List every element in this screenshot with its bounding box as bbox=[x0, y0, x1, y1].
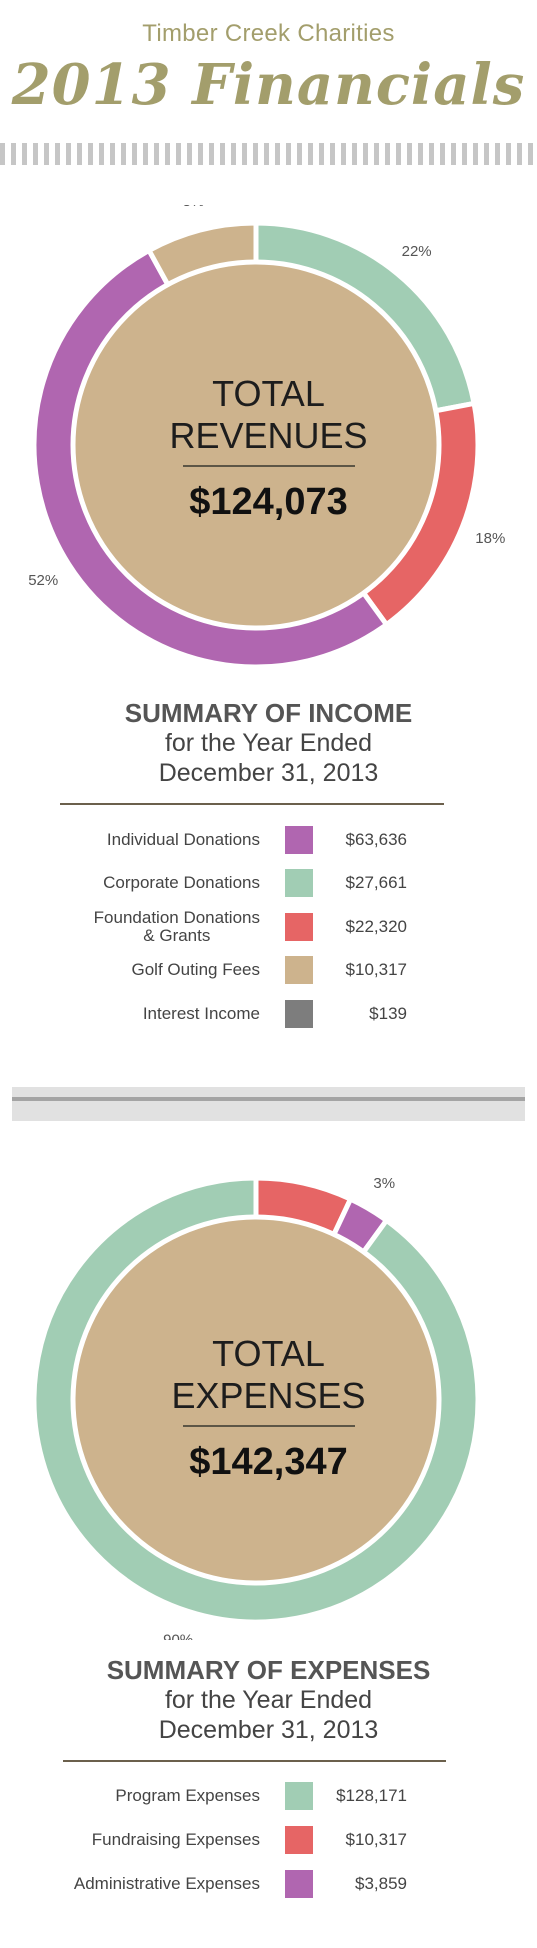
income-row-amount: $10,317 bbox=[345, 960, 407, 979]
expense-summary-sub1: for the Year Ended bbox=[164, 1686, 373, 1714]
expense-row-swatch bbox=[285, 1782, 313, 1810]
revenue-percent-label-0: 22% bbox=[402, 243, 432, 260]
income-row-name: Corporate Donations bbox=[103, 873, 260, 892]
income-row-name: Foundation Donations & Grants bbox=[93, 908, 260, 945]
income-row-swatch bbox=[285, 826, 313, 854]
income-row: Individual Donations $63,636 bbox=[0, 822, 537, 858]
expense-row: Administrative Expenses $3,859 bbox=[0, 1866, 537, 1902]
section-separator bbox=[12, 1087, 525, 1121]
income-row: Corporate Donations $27,661 bbox=[0, 865, 537, 901]
expense-row-swatch bbox=[285, 1870, 313, 1898]
expenses-donut-chart: 7% 3% 90% bbox=[31, 1160, 481, 1640]
income-row-swatch bbox=[285, 913, 313, 941]
revenue-percent-label-2: 52% bbox=[28, 572, 58, 589]
income-row-swatch bbox=[285, 956, 313, 984]
expenses-percent-label-1: 3% bbox=[373, 1175, 395, 1192]
organization-name: Timber Creek Charities bbox=[142, 20, 395, 47]
page-title: 2013 Financials bbox=[11, 52, 526, 118]
income-row-name: Individual Donations bbox=[106, 830, 260, 849]
expenses-center: TOTAL EXPENSES $142,347 bbox=[0, 1333, 537, 1484]
expense-summary-heading: SUMMARY OF EXPENSES for the Year Ended D… bbox=[0, 1655, 537, 1745]
revenue-center: TOTAL REVENUES $124,073 bbox=[0, 373, 537, 524]
income-summary-title: SUMMARY OF INCOME bbox=[124, 698, 413, 728]
expense-row-name: Administrative Expenses bbox=[73, 1874, 260, 1893]
revenue-center-label-line2: REVENUES bbox=[169, 415, 368, 456]
income-summary-heading: SUMMARY OF INCOME for the Year Ended Dec… bbox=[0, 698, 537, 788]
expense-row-name: Program Expenses bbox=[115, 1786, 260, 1805]
income-row-amount: $22,320 bbox=[345, 917, 407, 936]
decorative-stripe-divider bbox=[0, 143, 537, 165]
revenue-center-label-line1: TOTAL bbox=[212, 373, 325, 414]
revenue-percent-label-3: 8% bbox=[182, 205, 204, 210]
expense-summary-title: SUMMARY OF EXPENSES bbox=[106, 1655, 431, 1685]
income-summary-sub2: December 31, 2013 bbox=[158, 759, 379, 787]
expenses-percent-label-0: 7% bbox=[300, 1160, 322, 1163]
income-row-swatch bbox=[285, 1000, 313, 1028]
income-row-swatch bbox=[285, 869, 313, 897]
expenses-center-label-line1: TOTAL bbox=[212, 1333, 325, 1374]
income-summary-sub1: for the Year Ended bbox=[164, 729, 373, 757]
income-row-name: Golf Outing Fees bbox=[131, 960, 260, 979]
expense-row: Fundraising Expenses $10,317 bbox=[0, 1822, 537, 1858]
expenses-center-label-line2: EXPENSES bbox=[171, 1375, 366, 1416]
expense-summary-sub2: December 31, 2013 bbox=[158, 1716, 379, 1744]
revenue-center-rule bbox=[182, 465, 355, 467]
income-row-amount: $63,636 bbox=[345, 830, 407, 849]
expenses-center-rule bbox=[182, 1425, 355, 1427]
expense-row: Program Expenses $128,171 bbox=[0, 1778, 537, 1814]
revenue-percent-label-1: 18% bbox=[475, 530, 505, 547]
expense-summary-divider bbox=[63, 1760, 446, 1762]
expenses-total: $142,347 bbox=[189, 1441, 348, 1483]
income-row-name: Interest Income bbox=[142, 1004, 260, 1023]
income-row: Golf Outing Fees $10,317 bbox=[0, 952, 537, 988]
expense-row-amount: $3,859 bbox=[355, 1874, 407, 1893]
revenue-donut-chart: 22% 18% 52% 8% bbox=[28, 205, 505, 670]
income-row: Interest Income $139 bbox=[0, 996, 537, 1032]
expense-row-name: Fundraising Expenses bbox=[91, 1830, 260, 1849]
revenue-total: $124,073 bbox=[189, 481, 348, 523]
expense-row-swatch bbox=[285, 1826, 313, 1854]
expenses-percent-label-2: 90% bbox=[163, 1632, 193, 1640]
income-row: Foundation Donations & Grants $22,320 bbox=[0, 909, 537, 945]
revenue-center-disc bbox=[70, 259, 442, 631]
income-summary-divider bbox=[60, 803, 444, 805]
expense-row-amount: $10,317 bbox=[345, 1830, 407, 1849]
income-row-amount: $27,661 bbox=[345, 873, 407, 892]
expense-row-amount: $128,171 bbox=[336, 1786, 407, 1805]
expenses-center-disc bbox=[70, 1214, 442, 1586]
income-row-amount: $139 bbox=[369, 1004, 407, 1023]
